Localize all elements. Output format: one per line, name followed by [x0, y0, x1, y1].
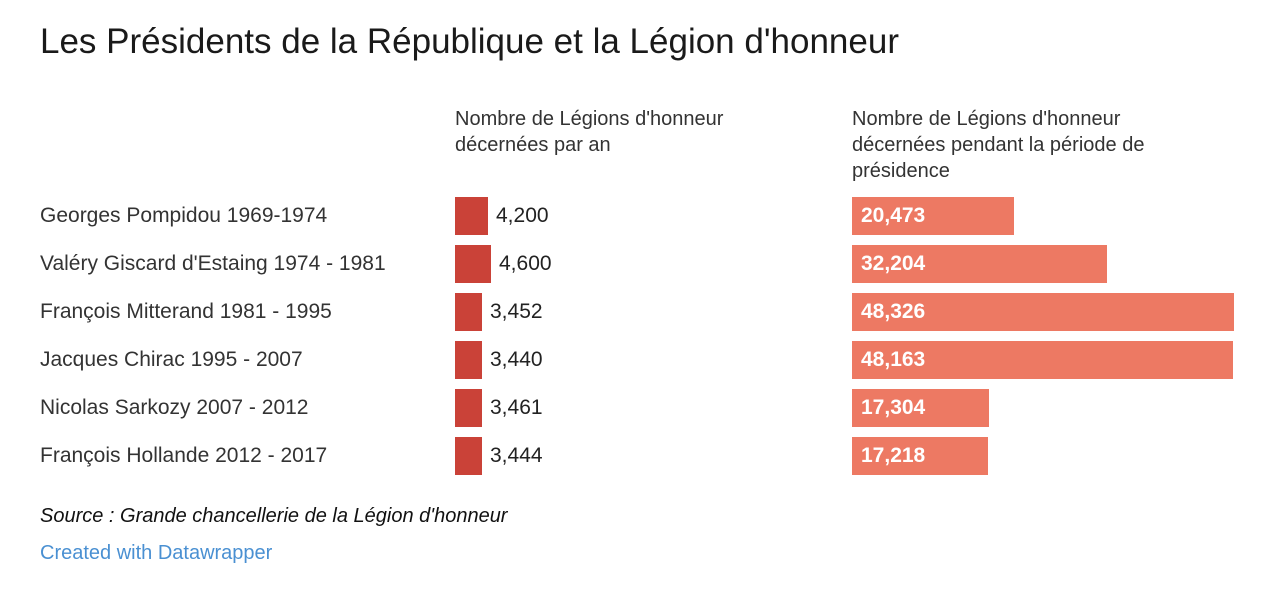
- period-bar: 32,204: [852, 245, 1107, 283]
- chart-row: François Mitterand 1981 - 1995 3,452 48,…: [40, 293, 1238, 331]
- period-value: 17,304: [861, 396, 926, 419]
- per-year-bar: [455, 245, 491, 283]
- period-cell: 48,163: [852, 341, 1234, 379]
- period-cell: 17,218: [852, 437, 1234, 475]
- chart-row: Jacques Chirac 1995 - 2007 3,440 48,163: [40, 341, 1238, 379]
- column-header-period: Nombre de Légions d'honneur décernées pe…: [852, 108, 1145, 182]
- datawrapper-credit-link[interactable]: Created with Datawrapper: [40, 542, 273, 564]
- period-cell: 17,304: [852, 389, 1234, 427]
- per-year-bar: [455, 341, 482, 379]
- per-year-cell: 3,452: [455, 293, 852, 331]
- period-cell: 32,204: [852, 245, 1234, 283]
- per-year-bar: [455, 389, 482, 427]
- per-year-value: 3,440: [490, 348, 543, 371]
- column-header-per-year: Nombre de Légions d'honneur décernées pa…: [455, 108, 724, 156]
- president-label: Jacques Chirac 1995 - 2007: [40, 348, 303, 371]
- period-value: 32,204: [861, 252, 926, 275]
- per-year-value: 4,200: [496, 204, 549, 227]
- chart-row: François Hollande 2012 - 2017 3,444 17,2…: [40, 437, 1238, 475]
- per-year-cell: 4,600: [455, 245, 852, 283]
- president-label: Valéry Giscard d'Estaing 1974 - 1981: [40, 252, 386, 275]
- period-value: 17,218: [861, 444, 926, 467]
- president-label: Nicolas Sarkozy 2007 - 2012: [40, 396, 309, 419]
- period-bar: 20,473: [852, 197, 1014, 235]
- per-year-bar: [455, 437, 482, 475]
- president-label: François Mitterand 1981 - 1995: [40, 300, 332, 323]
- period-bar: 17,304: [852, 389, 989, 427]
- period-value: 48,163: [861, 348, 926, 371]
- per-year-cell: 3,444: [455, 437, 852, 475]
- period-bar: 48,163: [852, 341, 1233, 379]
- period-value: 48,326: [861, 300, 926, 323]
- credit-line: Created with Datawrapper: [40, 542, 1238, 565]
- chart-row: Georges Pompidou 1969-1974 4,200 20,473: [40, 197, 1238, 235]
- period-bar: 48,326: [852, 293, 1234, 331]
- period-value: 20,473: [861, 204, 926, 227]
- per-year-value: 3,444: [490, 444, 543, 467]
- per-year-cell: 3,440: [455, 341, 852, 379]
- chart-row: Nicolas Sarkozy 2007 - 2012 3,461 17,304: [40, 389, 1238, 427]
- per-year-value: 4,600: [499, 252, 552, 275]
- president-label: Georges Pompidou 1969-1974: [40, 204, 328, 227]
- per-year-value: 3,461: [490, 396, 543, 419]
- chart-title: Les Présidents de la République et la Lé…: [40, 22, 899, 61]
- chart-row: Valéry Giscard d'Estaing 1974 - 1981 4,6…: [40, 245, 1238, 283]
- per-year-value: 3,452: [490, 300, 543, 323]
- period-bar: 17,218: [852, 437, 988, 475]
- per-year-bar: [455, 197, 488, 235]
- column-headers: Nombre de Légions d'honneur décernées pa…: [40, 106, 1238, 184]
- president-label: François Hollande 2012 - 2017: [40, 444, 328, 467]
- per-year-cell: 4,200: [455, 197, 852, 235]
- period-cell: 48,326: [852, 293, 1234, 331]
- per-year-bar: [455, 293, 482, 331]
- per-year-cell: 3,461: [455, 389, 852, 427]
- source-text: Source : Grande chancellerie de la Légio…: [40, 505, 508, 527]
- chart-rows: Georges Pompidou 1969-1974 4,200 20,473 …: [40, 197, 1238, 475]
- period-cell: 20,473: [852, 197, 1234, 235]
